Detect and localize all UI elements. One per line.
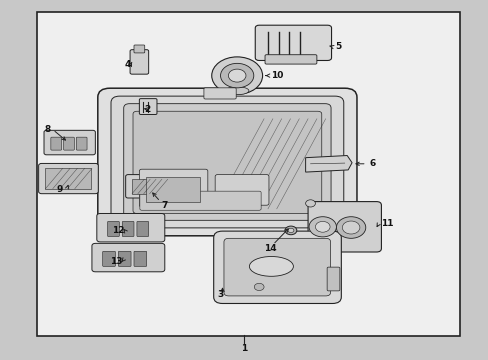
- Text: 13: 13: [110, 256, 122, 266]
- FancyBboxPatch shape: [140, 191, 261, 210]
- Text: 4: 4: [124, 60, 131, 69]
- Bar: [132, 179, 168, 194]
- Text: 14: 14: [264, 244, 276, 253]
- Circle shape: [308, 217, 336, 237]
- Circle shape: [336, 217, 365, 238]
- Circle shape: [342, 221, 359, 234]
- Circle shape: [220, 63, 253, 88]
- Bar: [37, 12, 459, 336]
- FancyBboxPatch shape: [139, 99, 157, 114]
- Ellipse shape: [225, 87, 248, 95]
- FancyBboxPatch shape: [255, 25, 331, 60]
- Circle shape: [315, 221, 329, 232]
- Text: 8: 8: [44, 125, 50, 134]
- Text: 7: 7: [161, 201, 167, 210]
- Text: 1: 1: [241, 344, 247, 353]
- Bar: [145, 177, 199, 202]
- FancyBboxPatch shape: [98, 88, 356, 236]
- Circle shape: [287, 228, 293, 233]
- Circle shape: [285, 226, 296, 235]
- FancyBboxPatch shape: [224, 238, 330, 296]
- Text: 6: 6: [368, 159, 375, 168]
- FancyBboxPatch shape: [307, 202, 381, 252]
- FancyBboxPatch shape: [139, 169, 207, 207]
- Bar: [45, 168, 91, 189]
- FancyBboxPatch shape: [39, 163, 98, 194]
- FancyBboxPatch shape: [134, 251, 146, 266]
- Text: 10: 10: [271, 71, 283, 80]
- Polygon shape: [305, 156, 351, 172]
- FancyBboxPatch shape: [264, 55, 316, 64]
- FancyBboxPatch shape: [137, 221, 148, 237]
- Text: 2: 2: [144, 105, 150, 114]
- FancyBboxPatch shape: [76, 137, 87, 150]
- FancyBboxPatch shape: [122, 221, 134, 237]
- Text: 12: 12: [112, 226, 125, 235]
- FancyBboxPatch shape: [44, 130, 95, 155]
- Ellipse shape: [249, 256, 293, 276]
- FancyBboxPatch shape: [215, 175, 268, 205]
- Text: 11: 11: [381, 219, 393, 228]
- Text: 9: 9: [56, 185, 62, 194]
- FancyBboxPatch shape: [203, 88, 236, 99]
- FancyBboxPatch shape: [133, 111, 321, 213]
- FancyBboxPatch shape: [63, 137, 74, 150]
- FancyBboxPatch shape: [97, 213, 164, 242]
- FancyBboxPatch shape: [130, 50, 148, 74]
- FancyBboxPatch shape: [134, 45, 144, 53]
- Text: 3: 3: [217, 290, 224, 299]
- FancyBboxPatch shape: [102, 251, 115, 266]
- FancyBboxPatch shape: [92, 243, 164, 272]
- Text: 5: 5: [334, 42, 341, 51]
- FancyBboxPatch shape: [118, 251, 131, 266]
- Circle shape: [305, 200, 315, 207]
- FancyBboxPatch shape: [123, 104, 330, 220]
- FancyBboxPatch shape: [107, 221, 119, 237]
- FancyBboxPatch shape: [213, 231, 341, 303]
- FancyBboxPatch shape: [125, 175, 174, 198]
- FancyBboxPatch shape: [111, 96, 343, 228]
- Circle shape: [254, 283, 264, 291]
- Circle shape: [228, 69, 245, 82]
- FancyBboxPatch shape: [51, 137, 61, 150]
- FancyBboxPatch shape: [326, 267, 339, 291]
- Circle shape: [211, 57, 262, 94]
